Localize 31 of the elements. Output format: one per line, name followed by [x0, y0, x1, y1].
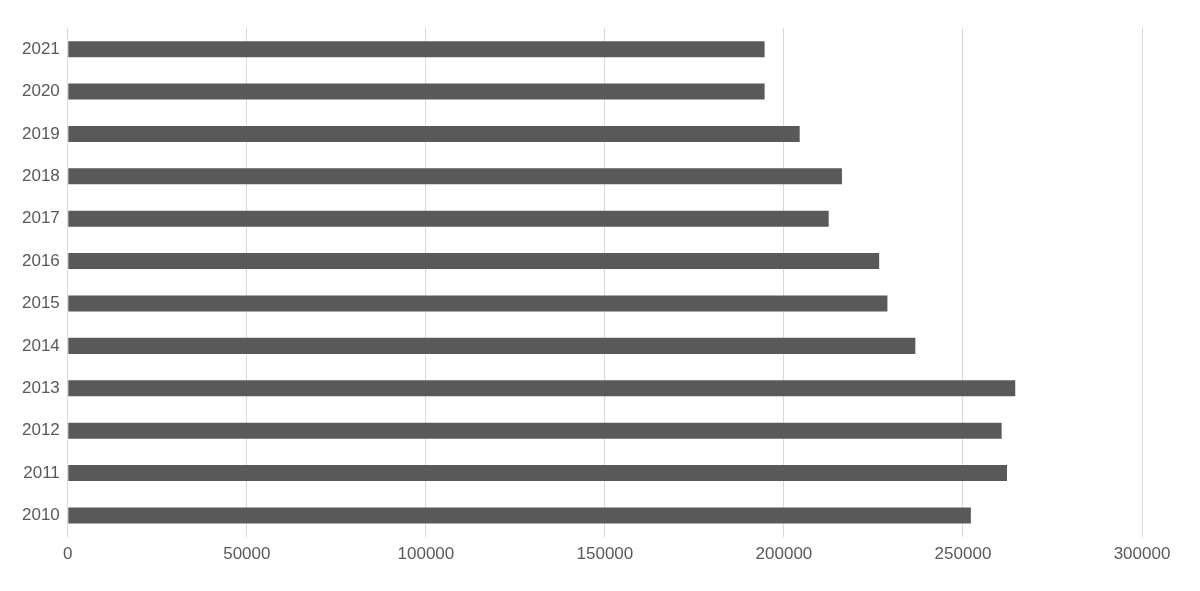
- x-tick-label: 200000: [755, 544, 813, 564]
- y-tick-label: 2015: [21, 293, 60, 313]
- y-tick-label: 2018: [21, 166, 60, 186]
- x-tick-label: 100000: [397, 544, 455, 564]
- bar: [68, 295, 888, 312]
- y-tick-label: 2016: [21, 250, 60, 270]
- x-tick-label: 250000: [934, 544, 992, 564]
- x-tick-label: 50000: [223, 544, 271, 564]
- y-tick-label: 2011: [23, 462, 60, 482]
- x-tick-label: 300000: [1113, 544, 1171, 564]
- y-tick-label: 2021: [21, 38, 60, 58]
- bar: [68, 168, 842, 185]
- y-tick-label: 2012: [21, 420, 60, 440]
- y-tick-label: 2019: [21, 123, 60, 143]
- bar: [68, 337, 916, 354]
- y-tick-label: 2020: [21, 81, 60, 101]
- y-tick-label: 2010: [21, 505, 60, 525]
- bar: [68, 41, 765, 58]
- y-tick-label: 2014: [21, 335, 60, 355]
- bar: [68, 83, 765, 100]
- y-tick-label: 2013: [21, 377, 60, 397]
- x-tick-label: 150000: [576, 544, 634, 564]
- bar: [68, 380, 1016, 397]
- x-tick-label: 0: [63, 544, 73, 564]
- y-tick-label: 2017: [21, 208, 60, 228]
- bar: [68, 253, 880, 270]
- bar: [68, 465, 1008, 482]
- bar: [68, 422, 1002, 439]
- bar: [68, 507, 971, 524]
- bar: [68, 125, 800, 142]
- bar: [68, 210, 829, 227]
